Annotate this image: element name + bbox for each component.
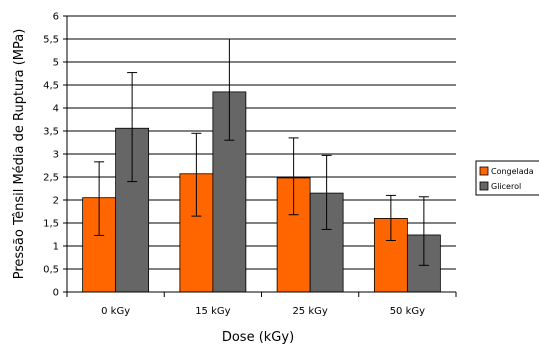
y-tick-label: 1,5 xyxy=(43,219,59,230)
y-tick-label: 4,5 xyxy=(43,81,59,92)
x-tick-label: 25 kGy xyxy=(292,306,327,317)
y-tick-label: 2,5 xyxy=(43,173,59,184)
y-tick-label: 3 xyxy=(53,150,59,161)
error-bars xyxy=(94,38,429,266)
x-axis-title: Dose (kGy) xyxy=(222,330,294,345)
y-axis-title: Pressão Tênsil Média de Ruptura (MPa) xyxy=(12,29,27,280)
y-tick-label: 3,5 xyxy=(43,127,59,138)
y-tick-label: 6 xyxy=(53,12,59,23)
x-tick-label: 0 kGy xyxy=(101,306,130,317)
y-tick-label: 4 xyxy=(53,104,59,115)
x-tick-label: 15 kGy xyxy=(195,306,230,317)
y-tick-label: 5,5 xyxy=(43,35,59,46)
y-tick-label: 2 xyxy=(53,196,59,207)
legend: Congelada Glicerol xyxy=(475,160,539,196)
x-tick-label: 50 kGy xyxy=(390,306,425,317)
y-tick-label: 0 xyxy=(53,288,59,299)
y-tick-label: 1 xyxy=(53,242,59,253)
legend-label-congelada: Congelada xyxy=(491,167,534,176)
y-tick-label: 0,5 xyxy=(43,265,59,276)
legend-swatch-congelada xyxy=(479,166,489,176)
legend-label-glicerol: Glicerol xyxy=(491,182,521,191)
y-tick-label: 5 xyxy=(53,58,59,69)
legend-swatch-glicerol xyxy=(479,181,489,191)
y-tick-labels: 0 0,5 1 1,5 2 2,5 3 3,5 4 4,5 5 5,5 6 xyxy=(43,12,59,299)
axes xyxy=(63,15,457,297)
x-tick-labels: 0 kGy 15 kGy 25 kGy 50 kGy xyxy=(101,306,425,317)
bars xyxy=(82,91,441,293)
